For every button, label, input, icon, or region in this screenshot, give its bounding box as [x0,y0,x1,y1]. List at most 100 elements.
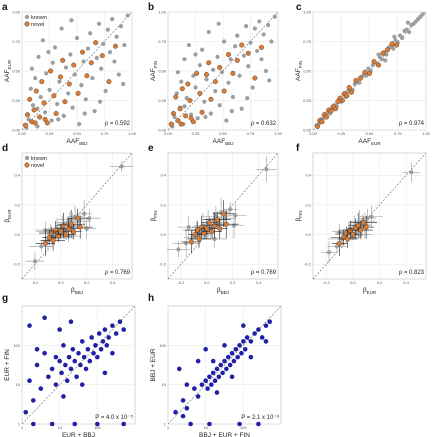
stat-annotation: ρ = 0.769 [251,270,277,276]
data-point [89,335,94,340]
data-point-known [96,21,102,26]
data-point-known [186,225,191,230]
data-point-known [409,170,414,175]
data-point-known [248,40,253,45]
data-point-novel [324,114,330,120]
legend-label-novel: novel [31,163,44,169]
data-point-known [228,57,233,62]
data-point-known [82,211,87,216]
data-point [203,378,208,384]
data-point [237,343,242,348]
data-point-novel [328,108,334,114]
data-point-novel [345,236,351,242]
data-point-novel [206,60,212,66]
data-point-known [99,66,104,71]
stat-annotation: ρ = 0.769 [105,270,131,276]
data-point [106,335,111,340]
x-axis-label: βBBJ [71,287,83,295]
data-point-novel [385,47,391,53]
data-point-novel [358,227,364,233]
data-point [76,350,81,356]
data-point-known [116,72,121,77]
y-tick-label: 0.00 [303,128,312,133]
data-point-known [29,66,34,71]
data-point-novel [112,43,118,49]
data-point-known [383,58,388,63]
data-point-novel [168,121,174,127]
data-point [93,343,98,348]
y-tick-label: 0.75 [303,39,312,44]
x-tick-label: 0.2 [230,280,236,285]
data-point [74,374,79,380]
legend-label-known: known [31,156,47,162]
data-point-known [203,114,208,120]
x-tick-label: 1.00 [274,131,283,136]
data-point-known [119,164,124,169]
data-point [199,382,205,387]
data-point-known [94,55,99,61]
data-point-known [191,73,196,78]
data-point-known [55,101,60,107]
data-point-known [189,112,194,117]
data-point-known [250,85,255,90]
data-point [263,323,269,328]
data-point-novel [190,119,196,125]
x-tick-label: 0.0 [350,280,356,285]
data-point-known [213,88,218,94]
y-axis-label: AAFFIN [295,61,303,81]
data-point-known [269,39,274,44]
data-point-known [118,24,124,29]
x-axis-label: EUR + BBJ [62,432,95,437]
data-point-known [110,16,115,22]
data-point [53,382,59,387]
data-point-known [231,223,237,228]
data-point-known [222,39,227,44]
data-point-known [186,42,191,48]
x-tick-label: 100 [240,425,247,430]
y-tick-label: 0.50 [12,69,21,74]
data-point-known [92,109,97,114]
y-tick-label: 10 [16,382,21,387]
data-point-novel [178,121,184,127]
data-point [79,382,85,387]
series-known [170,14,277,129]
data-point [42,315,47,321]
data-point [64,378,70,384]
y-axis-label-subscript: FIN [153,211,158,218]
data-point-known [241,53,246,58]
y-tick-label: 1 [164,422,167,427]
data-point-known [228,207,233,212]
data-point-known [392,34,397,39]
legend-swatch-known [24,155,30,161]
data-point-novel [60,223,66,229]
data-point [242,346,248,352]
data-point-known [57,79,62,84]
data-point-known [66,91,71,96]
x-tick-label: 0.75 [247,131,256,136]
data-point-known [63,65,69,70]
data-point [46,374,51,380]
stat-annotation: ρ = 0.823 [399,270,425,276]
data-point-known [357,80,362,85]
stat-annotation: ρ = 0.974 [399,121,425,127]
data-point-known [200,47,205,52]
y-tick-label: 0.0 [160,232,166,237]
data-point [195,358,201,364]
data-point-novel [214,217,220,223]
data-point-known [182,57,187,62]
data-point-known [420,12,425,17]
data-point-novel [63,232,69,238]
data-point-known [195,116,200,121]
data-point [263,339,269,344]
data-point-novel [230,70,236,76]
data-point-novel [27,96,33,102]
series-novel [35,208,93,257]
data-point-novel [195,227,201,233]
data-point-known [77,122,82,127]
data-point [110,323,115,328]
data-point-novel [252,75,258,81]
data-point [231,358,237,364]
data-point [222,358,227,364]
data-point-known [246,64,251,69]
